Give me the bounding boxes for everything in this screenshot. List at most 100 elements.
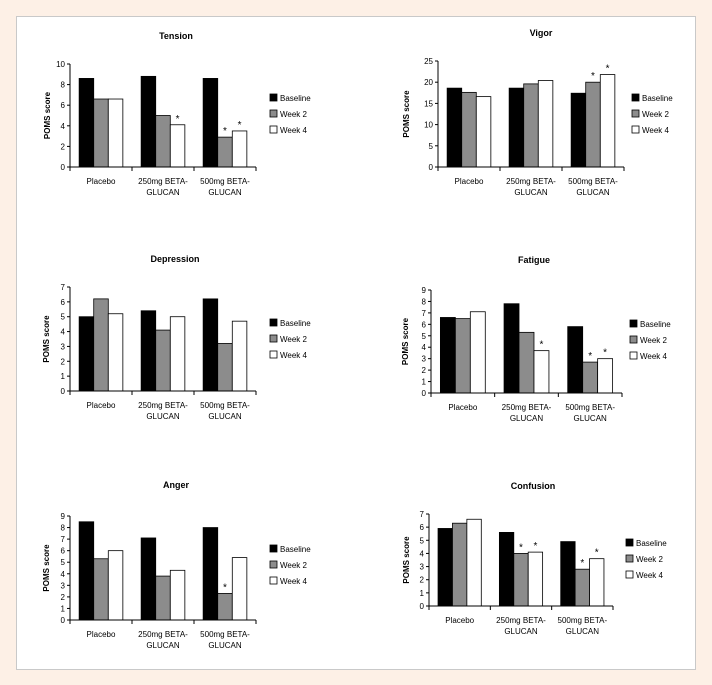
chart-title: Fatigue	[518, 255, 550, 265]
bar-week-4-0	[466, 518, 482, 607]
bar-week-4-2	[599, 74, 616, 168]
y-tick-label: 0	[61, 163, 66, 172]
y-tick-label: 6	[420, 523, 425, 532]
bar-week-2-2	[217, 343, 233, 392]
y-tick-label: 15	[424, 99, 433, 108]
bar-week-2-0	[461, 91, 477, 168]
y-tick-label: 2	[61, 142, 66, 151]
category-label: GLUCAN	[573, 414, 607, 423]
y-axis-label: POMS score	[43, 91, 52, 139]
significance-marker: *	[223, 126, 227, 137]
legend-label: Baseline	[642, 94, 673, 103]
significance-marker: *	[580, 558, 584, 569]
legend-swatch-week-4	[269, 576, 278, 585]
legend-swatch-baseline	[269, 93, 278, 102]
y-tick-label: 0	[61, 616, 66, 625]
chart-title: Vigor	[530, 28, 553, 38]
category-label: 250mg BETA-	[506, 177, 556, 186]
significance-marker: *	[223, 582, 227, 593]
significance-marker: *	[540, 340, 544, 351]
legend-label: Week 4	[280, 126, 308, 135]
y-tick-label: 0	[420, 602, 425, 611]
bar-week-2-1	[155, 329, 171, 392]
bar-week-4-1	[169, 124, 186, 168]
bar-week-2-1	[513, 553, 529, 607]
y-tick-label: 20	[424, 78, 433, 87]
legend-swatch-week-2	[269, 560, 278, 569]
y-tick-label: 8	[422, 297, 427, 306]
bar-week-2-1	[155, 115, 171, 168]
category-label: Placebo	[445, 616, 474, 625]
chart-depression: Depression POMS score 0 1 2 3 4 5 6 7 Placebo 250mg…	[42, 254, 311, 421]
category-label: GLUCAN	[208, 412, 242, 421]
y-tick-label: 4	[61, 122, 66, 131]
legend-label: Baseline	[280, 545, 311, 554]
bar-week-4-0	[107, 98, 124, 168]
y-tick-label: 5	[422, 332, 427, 341]
bar-week-2-0	[93, 298, 109, 392]
y-tick-label: 4	[420, 549, 425, 558]
bar-week-2-1	[518, 331, 535, 394]
y-axis-label: POMS score	[402, 536, 411, 584]
y-tick-label: 3	[61, 581, 66, 590]
y-tick-label: 1	[420, 589, 425, 598]
bar-week-4-1	[533, 350, 550, 394]
bar-week-2-2	[574, 568, 590, 607]
y-tick-label: 25	[424, 57, 433, 66]
chart-confusion: Confusion POMS score * * * * 0 1 2 3 4 5 6 7 Placebo 25…	[402, 481, 667, 636]
legend-swatch-week-2	[269, 109, 278, 118]
y-tick-label: 1	[422, 378, 427, 387]
significance-marker: *	[519, 542, 523, 553]
legend-label: Week 2	[642, 110, 670, 119]
chart-title: Confusion	[511, 481, 556, 491]
category-label: GLUCAN	[576, 188, 610, 197]
y-tick-label: 8	[61, 524, 66, 533]
legend-swatch-week-4	[269, 125, 278, 134]
y-tick-label: 5	[420, 536, 425, 545]
bar-week-4-2	[231, 320, 248, 392]
y-tick-label: 0	[422, 389, 427, 398]
category-label: Placebo	[87, 177, 116, 186]
legend-swatch-baseline	[269, 544, 278, 553]
bar-baseline-2	[570, 92, 587, 168]
category-label: GLUCAN	[510, 414, 544, 423]
legend-swatch-week-4	[269, 350, 278, 359]
legend-swatch-week-2	[625, 554, 634, 563]
y-tick-label: 7	[61, 283, 66, 292]
significance-marker: *	[595, 548, 599, 559]
y-tick-label: 3	[420, 563, 425, 572]
y-tick-label: 9	[61, 512, 66, 521]
significance-marker: *	[603, 348, 607, 359]
bar-week-4-0	[107, 313, 124, 392]
bar-baseline-2	[202, 527, 219, 621]
significance-marker: *	[533, 541, 537, 552]
category-label: 500mg BETA-	[565, 403, 615, 412]
bar-baseline-0	[437, 528, 453, 607]
legend-swatch-week-2	[629, 335, 638, 344]
legend-swatch-week-2	[269, 334, 278, 343]
legend-label: Week 2	[280, 561, 308, 570]
bar-week-2-1	[155, 575, 171, 621]
bar-week-4-1	[527, 551, 544, 607]
bar-baseline-1	[508, 87, 525, 168]
chart-anger: Anger POMS score * 0 1 2 3 4 5 6 7 8 9 Placebo 250mg B…	[42, 480, 311, 650]
legend-swatch-week-2	[631, 109, 640, 118]
y-tick-label: 7	[420, 510, 425, 519]
bar-week-2-2	[582, 361, 599, 394]
bar-week-4-2	[589, 558, 605, 607]
legend-label: Week 2	[280, 335, 308, 344]
y-tick-label: 5	[429, 142, 434, 151]
category-label: Placebo	[448, 403, 477, 412]
category-label: 500mg BETA-	[568, 177, 618, 186]
legend-swatch-baseline	[631, 93, 640, 102]
bar-week-2-1	[523, 83, 539, 168]
category-label: 250mg BETA-	[138, 401, 188, 410]
bar-week-4-1	[537, 80, 554, 168]
legend-label: Week 4	[280, 577, 308, 586]
category-label: 250mg BETA-	[502, 403, 552, 412]
category-label: GLUCAN	[146, 188, 180, 197]
y-tick-label: 2	[61, 593, 66, 602]
chart-title: Anger	[163, 480, 190, 490]
category-label: 500mg BETA-	[200, 401, 250, 410]
